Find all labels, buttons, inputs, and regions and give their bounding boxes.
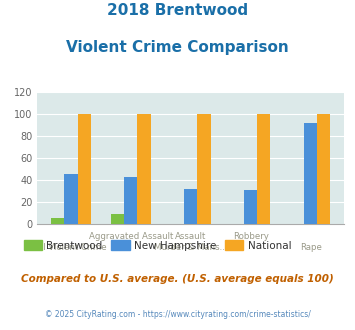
Bar [184,189,197,224]
Bar [317,115,331,224]
Bar [244,190,257,224]
Text: Murder & Mans...: Murder & Mans... [154,243,228,252]
Bar [124,177,137,224]
Legend: Brentwood, New Hampshire, National: Brentwood, New Hampshire, National [20,236,295,255]
Bar [304,123,317,224]
Text: © 2025 CityRating.com - https://www.cityrating.com/crime-statistics/: © 2025 CityRating.com - https://www.city… [45,310,310,319]
Bar [111,214,124,224]
Bar [51,218,64,224]
Text: Assault: Assault [175,232,207,241]
Text: Aggravated Assault: Aggravated Assault [89,232,173,241]
Bar [78,115,91,224]
Bar [64,174,78,224]
Text: Compared to U.S. average. (U.S. average equals 100): Compared to U.S. average. (U.S. average … [21,274,334,284]
Bar [197,115,211,224]
Bar [257,115,271,224]
Text: Robbery: Robbery [233,232,269,241]
Text: All Violent Crime: All Violent Crime [35,243,107,252]
Text: Rape: Rape [300,243,322,252]
Bar [137,115,151,224]
Text: 2018 Brentwood: 2018 Brentwood [107,3,248,18]
Text: Violent Crime Comparison: Violent Crime Comparison [66,40,289,54]
